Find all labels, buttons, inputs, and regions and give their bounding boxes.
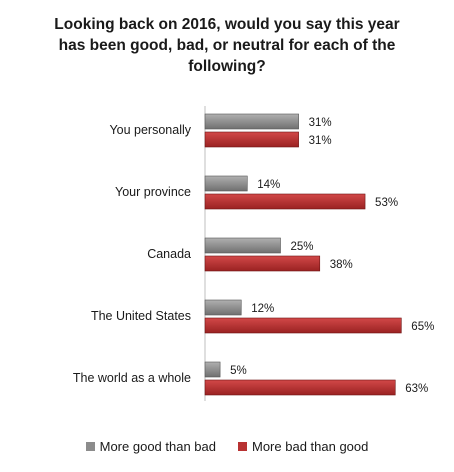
bar-good	[204, 237, 281, 254]
chart-title: Looking back on 2016, would you say this…	[0, 14, 454, 77]
data-label-good: 25%	[291, 241, 314, 253]
bar-bad	[204, 379, 396, 396]
category-label: Canada	[147, 247, 191, 261]
category-label: The world as a whole	[73, 371, 191, 385]
data-label-bad: 53%	[375, 197, 398, 209]
chart-title-line-1: Looking back on 2016, would you say this…	[54, 16, 400, 33]
legend-swatch-bad	[238, 441, 247, 451]
legend-label-good: More good than bad	[99, 438, 216, 454]
chart-title-line-2: has been good, bad, or neutral for each …	[58, 37, 396, 54]
data-label-good: 12%	[251, 303, 274, 315]
data-label-bad: 65%	[411, 321, 434, 333]
bar-good	[204, 299, 242, 316]
category-label: Your province	[115, 185, 191, 199]
bar-good	[204, 361, 221, 378]
bar-bad	[204, 255, 321, 272]
data-label-good: 31%	[309, 117, 332, 129]
bar-bad	[204, 131, 299, 148]
category-label: The United States	[91, 309, 191, 323]
chart-title-line-3: following?	[188, 58, 266, 75]
data-label-bad: 38%	[330, 259, 353, 271]
data-label-bad: 31%	[309, 135, 332, 147]
bar-bad	[204, 193, 366, 210]
legend: More good than bad More bad than good	[0, 436, 454, 456]
bar-good	[204, 175, 248, 192]
data-label-bad: 63%	[405, 383, 428, 395]
bar-good	[204, 113, 299, 130]
category-label: You personally	[109, 123, 191, 137]
bar-bad	[204, 317, 402, 334]
legend-item-bad: More bad than good	[238, 436, 368, 456]
legend-label-bad: More bad than good	[252, 438, 369, 454]
legend-swatch-good	[85, 441, 95, 451]
data-label-good: 5%	[230, 365, 247, 377]
data-label-good: 14%	[257, 179, 280, 191]
legend-item-good: More good than bad	[85, 436, 216, 456]
